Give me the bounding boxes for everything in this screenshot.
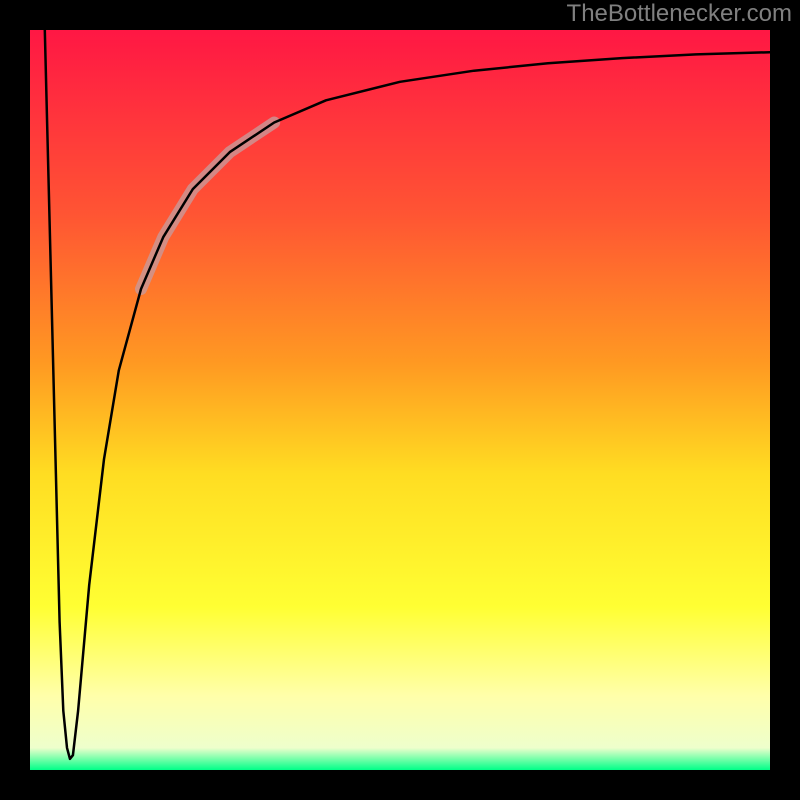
chart-stage: TheBottlenecker.com (0, 0, 800, 800)
attribution-text: TheBottlenecker.com (567, 0, 792, 28)
gradient-background (30, 30, 770, 770)
bottleneck-chart (0, 0, 800, 800)
